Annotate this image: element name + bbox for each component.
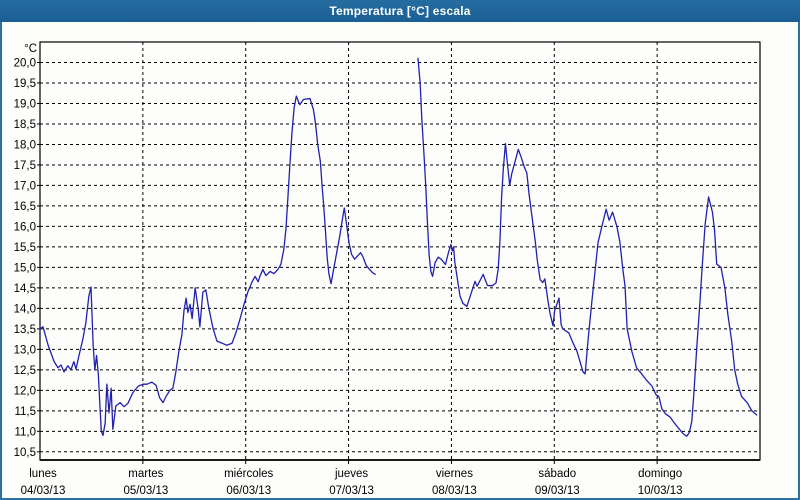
day-date-label: 05/03/13 xyxy=(123,485,168,497)
y-tick-label: 17,5 xyxy=(14,160,36,172)
day-name-label: martes xyxy=(128,468,163,480)
day-date-label: 10/03/13 xyxy=(638,485,683,497)
y-tick-label: 13,5 xyxy=(14,324,36,336)
y-tick-label: 12,0 xyxy=(14,385,36,397)
day-date-label: 06/03/13 xyxy=(226,485,271,497)
y-tick-label: 11,5 xyxy=(14,406,36,418)
y-tick-label: 11,0 xyxy=(14,426,36,438)
window-title-bar[interactable]: Temperatura [°C] escala xyxy=(0,0,800,22)
day-date-label: 09/03/13 xyxy=(535,485,580,497)
temperature-series xyxy=(39,57,758,437)
y-tick-label: 19,5 xyxy=(14,78,36,90)
day-date-label: 08/03/13 xyxy=(432,485,477,497)
window-title: Temperatura [°C] escala xyxy=(329,4,471,18)
y-tick-label: 16,5 xyxy=(14,201,36,213)
y-tick-label: 10,5 xyxy=(14,447,36,459)
temperature-series-line xyxy=(39,95,376,437)
y-tick-label: 13,0 xyxy=(14,344,36,356)
y-tick-label: 18,5 xyxy=(14,119,36,131)
y-tick-label: 15,5 xyxy=(14,242,36,254)
day-name-label: viernes xyxy=(436,468,473,480)
day-name-label: domingo xyxy=(638,468,682,480)
day-date-label: 07/03/13 xyxy=(329,485,374,497)
x-day-labels: lunes 04/03/13 martes 05/03/13 miércoles 06/0… xyxy=(21,468,683,497)
y-gridlines-and-labels: 20,0 19,5 19,0 18,5 18,0 17,5 17,0 16,5 16,0 15,5… xyxy=(14,57,760,459)
y-axis-unit-label: °C xyxy=(24,43,37,55)
day-name-label: sábado xyxy=(538,468,576,480)
day-date-label: 04/03/13 xyxy=(21,485,66,497)
y-tick-label: 17,0 xyxy=(14,180,36,192)
y-tick-label: 14,5 xyxy=(14,283,36,295)
y-tick-label: 19,0 xyxy=(14,98,36,110)
y-tick-label: 18,0 xyxy=(14,139,36,151)
y-tick-label: 20,0 xyxy=(14,57,36,69)
day-name-label: miércoles xyxy=(224,468,273,480)
y-tick-label: 12,5 xyxy=(14,365,36,377)
day-name-label: lunes xyxy=(29,468,57,480)
y-tick-label: 16,0 xyxy=(14,221,36,233)
y-tick-label: 14,0 xyxy=(14,303,36,315)
plot-area xyxy=(40,42,760,460)
day-name-label: jueves xyxy=(334,468,368,480)
temperature-series-line xyxy=(417,57,758,437)
y-tick-label: 15,0 xyxy=(14,262,36,274)
